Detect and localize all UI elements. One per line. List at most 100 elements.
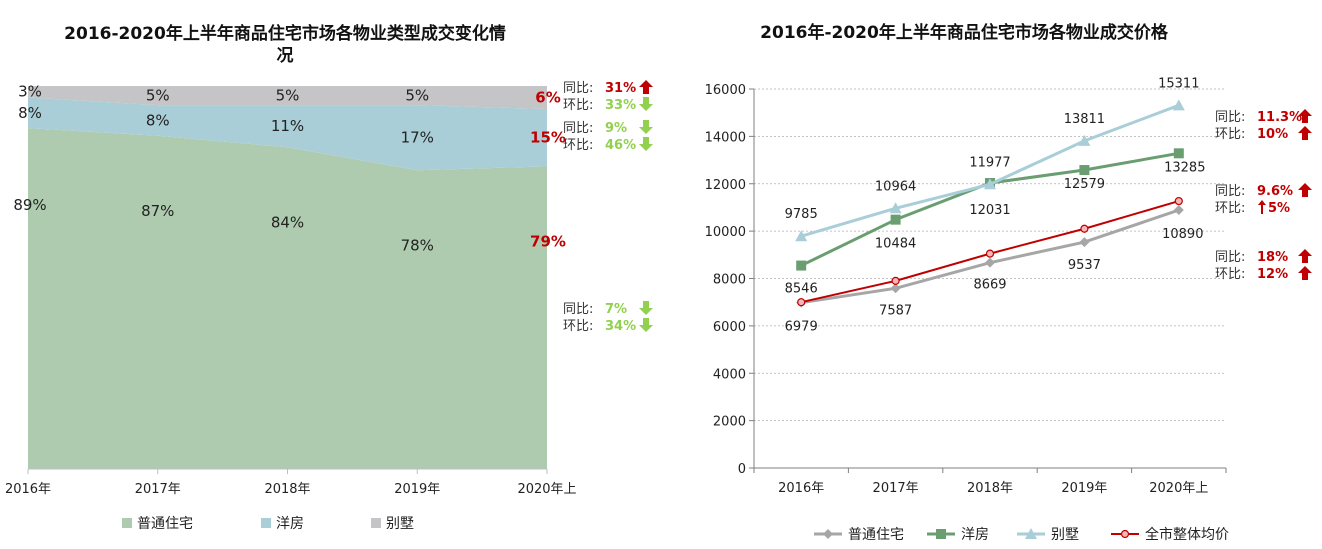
line-legend-marker-别墅 — [1025, 528, 1037, 539]
area-annotation-qoq-label: 环比: — [563, 319, 593, 334]
line-annotation-qoq-label: 环比: — [1215, 127, 1245, 142]
line-y-tick-label: 6000 — [713, 320, 746, 335]
area-annotation-yoy-value: 9% — [605, 121, 627, 136]
line-data-label-普通住宅: 10890 — [1162, 227, 1203, 242]
arrow-down-icon — [639, 120, 653, 134]
area-data-label-别墅: 5% — [405, 87, 429, 105]
line-chart: 2016年-2020年上半年商品住宅市场各物业成交价格 0 2000 4000 600… — [705, 22, 1312, 543]
line-data-label-普通住宅: 7587 — [879, 303, 912, 318]
line-point-洋房 — [1173, 148, 1184, 159]
line-data-label-洋房: 12031 — [969, 203, 1010, 218]
line-data-label-普通住宅: 9537 — [1068, 258, 1101, 273]
area-legend: 普通住宅 洋房 别墅 — [122, 516, 414, 532]
line-point-别墅 — [795, 230, 808, 242]
line-data-label-别墅: 11977 — [969, 155, 1010, 170]
arrow-up-icon — [1298, 249, 1312, 263]
line-legend-label-普通住宅: 普通住宅 — [848, 527, 904, 543]
line-annotations: 同比: 11.3% 环比: 10% 同比: 9.6% 环比: 5% 同比: 18% 环比: 12% — [1215, 109, 1312, 282]
line-annotation-qoq-value: 12% — [1257, 267, 1288, 282]
line-annotation-qoq-value: 10% — [1257, 127, 1288, 142]
area-x-tick-label: 2016年 — [5, 482, 51, 497]
area-chart-title-line1: 2016-2020年上半年商品住宅市场各物业类型成交变化情 — [64, 23, 506, 44]
area-annotation-qoq-value: 46% — [605, 138, 636, 153]
line-y-tick-label: 10000 — [705, 225, 746, 240]
arrow-up-icon — [1298, 109, 1312, 123]
area-data-label-洋房: 17% — [401, 129, 434, 147]
line-legend: 普通住宅 洋房 别墅 全市整体均价 — [814, 526, 1229, 543]
line-data-label-洋房: 12579 — [1064, 177, 1105, 192]
line-data-label-别墅: 15311 — [1158, 76, 1199, 91]
line-y-tick-label: 4000 — [713, 367, 746, 382]
area-layers — [28, 86, 547, 469]
line-point-洋房 — [890, 214, 901, 225]
area-annotation-yoy-label: 同比: — [563, 121, 593, 136]
area-legend-swatch-普通住宅 — [122, 518, 132, 528]
arrow-down-icon — [639, 301, 653, 315]
line-y-tick-label: 12000 — [705, 178, 746, 193]
line-x-tick-label: 2018年 — [967, 481, 1013, 496]
line-data-label-普通住宅: 6979 — [785, 320, 818, 335]
area-annotation-yoy-value: 7% — [605, 302, 627, 317]
area-end-label-洋房: 15% — [530, 129, 566, 147]
arrow-up-icon — [639, 80, 653, 94]
area-annotation-yoy-value: 31% — [605, 81, 636, 96]
line-data-label-普通住宅: 8669 — [973, 278, 1006, 293]
line-point-全市整体均价 — [1080, 224, 1089, 233]
area-annotation-qoq-label: 环比: — [563, 138, 593, 153]
line-annotation-qoq-value: 5% — [1268, 201, 1290, 216]
area-x-tick-label: 2017年 — [135, 482, 181, 497]
area-x-tick-label: 2019年 — [394, 482, 440, 497]
area-chart: 2016-2020年上半年商品住宅市场各物业类型成交变化情 况 2016年 201… — [5, 23, 653, 532]
line-point-别墅 — [1078, 134, 1091, 146]
line-point-全市整体均价 — [1174, 196, 1183, 206]
line-data-label-洋房: 10484 — [875, 237, 916, 252]
line-legend-marker-洋房 — [936, 529, 946, 539]
line-y-tick-label: 8000 — [713, 273, 746, 288]
area-annotation-qoq-label: 环比: — [563, 98, 593, 113]
area-data-label-洋房: 11% — [271, 117, 304, 135]
arrow-up-icon — [1298, 183, 1312, 197]
line-legend-label-洋房: 洋房 — [961, 527, 989, 543]
line-point-洋房 — [796, 260, 807, 271]
area-data-label-别墅: 3% — [18, 83, 42, 101]
area-data-label-别墅: 5% — [146, 87, 170, 105]
line-point-全市整体均价 — [985, 249, 995, 258]
area-end-label-别墅: 6% — [535, 88, 560, 106]
line-data-label-别墅: 10964 — [875, 179, 916, 194]
area-data-label-别墅: 5% — [276, 87, 300, 105]
line-data-label-洋房: 13285 — [1164, 160, 1205, 175]
line-y-tick-label: 0 — [738, 462, 746, 477]
area-data-label-普通住宅: 78% — [401, 236, 434, 254]
line-point-别墅 — [984, 178, 996, 190]
area-data-label-普通住宅: 89% — [13, 196, 46, 214]
arrow-up-icon — [1258, 200, 1266, 214]
line-annotation-yoy-value: 11.3% — [1257, 110, 1302, 125]
line-annotation-yoy-value: 18% — [1257, 250, 1288, 265]
line-point-洋房 — [1079, 165, 1090, 176]
line-x-tick-label: 2019年 — [1061, 481, 1107, 496]
area-x-tick-label: 2020年上 — [517, 482, 576, 497]
line-point-普通住宅 — [1173, 205, 1184, 216]
arrow-up-icon — [1298, 126, 1312, 140]
area-annotation-qoq-value: 33% — [605, 98, 636, 113]
area-end-label-普通住宅: 79% — [530, 232, 566, 250]
area-legend-swatch-别墅 — [371, 518, 381, 528]
arrow-down-icon — [639, 137, 653, 151]
area-洋房 — [28, 97, 547, 171]
line-x-tick-label: 2016年 — [778, 481, 824, 496]
area-legend-label-普通住宅: 普通住宅 — [137, 516, 193, 532]
area-annotations: 同比: 31% 环比: 33% 同比: 9% 环比: 46% 同比: 7% 环比: 34% — [563, 80, 653, 334]
line-data-labels: 6979 7587 8669 9537 10890 8546 10484 12031 12579… — [785, 76, 1206, 334]
line-y-tick-label: 2000 — [713, 415, 746, 430]
line-annotation-qoq-label: 环比: — [1215, 201, 1245, 216]
line-data-label-别墅: 13811 — [1064, 112, 1105, 127]
area-legend-swatch-洋房 — [261, 518, 271, 528]
line-annotation-yoy-label: 同比: — [1215, 250, 1245, 265]
area-x-axis: 2016年 2017年 2018年 2019年 2020年上 — [5, 468, 577, 497]
arrow-up-icon — [1298, 266, 1312, 280]
area-chart-title-line2: 况 — [277, 46, 294, 66]
line-x-tick-label: 2017年 — [873, 481, 919, 496]
area-data-labels: 89% 87% 84% 78% 79% 8% 8% 11% 17% 15% 3% 5% 5% 5% 6% — [13, 83, 566, 255]
line-axes: 0 2000 4000 6000 8000 10000 12000 14000 16000 201… — [705, 83, 1227, 496]
